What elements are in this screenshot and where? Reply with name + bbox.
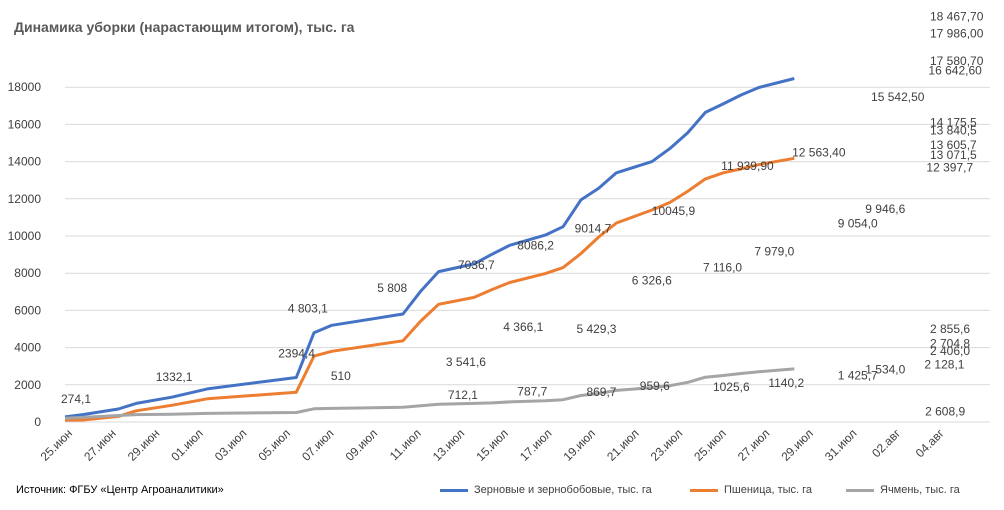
data-label-barley: 959,6 [640,379,670,393]
data-label-wheat: 13 605,7 [930,138,977,152]
x-tick-label: 09.июл [343,426,381,464]
data-labels: 274,1 1332,1 2394,4 4 803,1 5 808 7036,7 8086,… [61,10,984,419]
data-label-total: 15 542,50 [871,90,925,104]
data-label-wheat: 14 175,5 [930,115,977,129]
data-label-barley: 712,1 [448,388,478,402]
data-label-barley: 2 608,9 [925,404,965,418]
data-label-barley: 2 128,1 [924,357,964,371]
data-label-total: 17 580,70 [930,54,984,68]
series-line-1 [64,156,795,422]
x-tick-label: 29.июл [778,426,816,464]
x-tick-label: 11.июл [387,426,424,463]
legend-label: Зерновые и зернобобовые, тыс. га [474,484,652,496]
data-label-total: 12 563,40 [792,145,846,159]
y-tick-label: 16000 [8,117,42,131]
data-label-barley: 2 855,6 [930,322,970,336]
legend-label: Ячмень, тыс. га [880,484,960,496]
legend-item-wheat: Пшеница, тыс. га [690,484,812,496]
source-note: Источник: ФГБУ «Центр Агроаналитики» [16,484,224,496]
legend-label: Пшеница, тыс. га [724,484,813,496]
y-tick-label: 18000 [8,80,42,94]
x-tick-label: 31.июл [822,426,860,464]
data-label-total: 7036,7 [458,258,495,272]
data-label-total: 2394,4 [278,346,315,360]
data-label-barley: 1 534,0 [865,362,905,376]
data-label-wheat: 9 054,0 [838,217,878,231]
grid-lines [65,86,990,423]
data-label-total: 9014,7 [575,221,612,235]
y-tick-label: 12000 [8,192,42,206]
data-label-total: 17 986,00 [930,26,984,40]
data-label-barley: 1 425,7 [838,368,878,382]
data-label-total: 11 939,90 [721,159,774,173]
data-label-barley: 787,7 [517,384,547,398]
x-tick-label: 19.июл [561,426,599,464]
data-label-wheat: 4 366,1 [503,320,543,334]
x-tick-label: 15.июл [473,426,511,464]
series-lines [64,77,795,422]
data-label-total: 1332,1 [156,370,193,384]
data-label-wheat: 13 840,5 [930,124,977,138]
data-label-total: 274,1 [61,392,91,406]
y-tick-label: 6000 [14,303,41,317]
x-tick-label: 17.июл [517,426,555,464]
data-label-wheat: 12 397,7 [926,160,973,174]
data-label-total: 5 808 [377,281,407,295]
data-label-total: 4 803,1 [288,302,328,316]
x-tick-label: 01.июл [168,426,206,464]
y-axis-ticks: 0 2000 4000 6000 8000 10000 12000 14000 16000 180… [8,80,42,429]
harvest-line-chart: Динамика уборки (нарастающим итогом), ты… [8,10,990,464]
x-tick-label: 29.июн [125,426,162,463]
data-label-wheat: 9 946,6 [865,202,905,216]
legend-item-total: Зерновые и зернобобовые, тыс. га [440,484,652,496]
data-label-total: 8086,2 [517,239,554,253]
x-tick-label: 07.июл [299,426,337,464]
x-tick-label: 27.июл [735,426,773,464]
data-label-barley: 869,7 [586,385,616,399]
data-label-total: 10045,9 [652,204,696,218]
y-tick-label: 4000 [14,341,41,355]
y-tick-label: 14000 [8,155,42,169]
series-line-0 [64,77,795,419]
data-label-wheat: 7 979,0 [754,245,794,259]
x-tick-label: 05.июл [255,426,293,464]
data-label-barley: 2 406,0 [930,344,970,358]
x-tick-label: 03.июл [212,426,250,464]
y-tick-label: 0 [34,415,41,429]
chart-title: Динамика уборки (нарастающим итогом), ты… [14,19,355,35]
x-tick-label: 13.июл [430,426,468,464]
y-tick-label: 8000 [14,266,41,280]
series-line-2 [64,367,795,420]
data-label-total: 16 642,60 [928,63,982,77]
x-tick-label: 27.июн [81,426,118,463]
x-tick-label: 25.июл [691,426,729,464]
data-label-wheat: 13 071,5 [930,148,977,162]
x-tick-label: 21.июл [604,426,642,464]
data-label-wheat: 6 326,6 [632,273,672,287]
x-axis-ticks: 25.июн 27.июн 29.июн 01.июл 03.июл 05.июл 07.и… [38,426,948,464]
y-tick-label: 10000 [8,229,42,243]
y-tick-label: 2000 [14,378,41,392]
x-tick-label: 04.авг [913,426,947,460]
x-tick-label: 25.июн [38,426,75,463]
data-label-wheat: 3 541,6 [446,355,486,369]
legend-swatch [690,488,718,492]
data-label-wheat: 510 [331,369,351,383]
data-label-wheat: 7 116,0 [703,261,742,275]
x-tick-label: 02.авг [869,426,903,460]
data-label-barley: 2 704,8 [930,337,970,351]
data-label-total: 18 467,70 [930,10,984,24]
legend-item-barley: Ячмень, тыс. га [846,484,960,496]
x-tick-label: 23.июл [648,426,686,464]
data-label-wheat: 5 429,3 [576,322,616,336]
data-label-barley: 1140,2 [768,376,804,390]
legend-swatch [846,488,874,492]
data-label-barley: 1025,6 [713,380,750,394]
legend-swatch [440,488,468,492]
